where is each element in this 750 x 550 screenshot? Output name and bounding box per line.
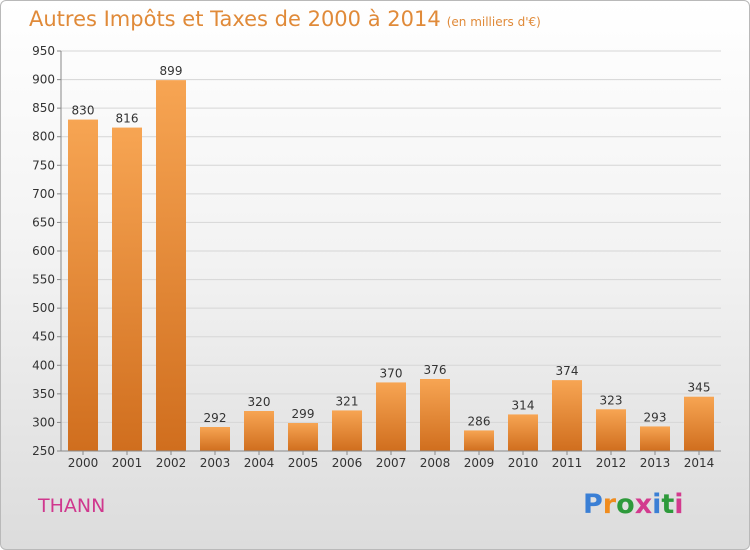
- data-label: 323: [600, 393, 623, 407]
- x-tick-label: 2012: [596, 456, 627, 470]
- bar: [112, 127, 142, 452]
- bar: [640, 426, 670, 451]
- x-tick-label: 2003: [200, 456, 231, 470]
- chart-title: Autres Impôts et Taxes de 2000 à 2014 (en…: [29, 7, 541, 31]
- y-tick-label: 750: [32, 158, 55, 172]
- y-tick-label: 400: [32, 358, 55, 372]
- proxiti-logo: Proxiti: [583, 489, 684, 520]
- bar: [376, 382, 406, 451]
- logo-letter: i: [652, 489, 662, 520]
- logo-letter: t: [661, 489, 675, 520]
- bar: [68, 119, 98, 452]
- x-tick-label: 2005: [288, 456, 319, 470]
- data-label: 292: [204, 411, 227, 425]
- y-tick-label: 700: [32, 187, 55, 201]
- x-tick-label: 2008: [420, 456, 451, 470]
- x-tick-label: 2011: [552, 456, 583, 470]
- y-tick-label: 800: [32, 130, 55, 144]
- bar: [288, 423, 318, 451]
- x-tick-label: 2014: [684, 456, 715, 470]
- data-label: 899: [160, 64, 183, 78]
- x-tick-label: 2009: [464, 456, 495, 470]
- data-label: 320: [248, 395, 271, 409]
- y-tick-label: 450: [32, 330, 55, 344]
- y-tick-label: 650: [32, 215, 55, 229]
- y-tick-label: 850: [32, 101, 55, 115]
- x-tick-label: 2001: [112, 456, 143, 470]
- y-tick-label: 900: [32, 73, 55, 87]
- y-tick-label: 350: [32, 387, 55, 401]
- bar: [596, 409, 626, 451]
- data-label: 374: [556, 364, 579, 378]
- logo-letter: P: [583, 489, 603, 520]
- bar: [508, 414, 538, 451]
- bar: [684, 396, 714, 451]
- unit-label: (en milliers d'€): [446, 15, 541, 29]
- bar: [156, 80, 186, 452]
- city-name: THANN: [38, 495, 106, 517]
- data-label: 816: [116, 112, 139, 126]
- bar: [420, 379, 450, 451]
- bar: [200, 427, 230, 451]
- bar: [464, 430, 494, 451]
- x-tick-label: 2000: [68, 456, 99, 470]
- bar: [332, 410, 362, 451]
- logo-letter: r: [602, 489, 617, 520]
- x-axis: 2000 2001 2002 2003 2004 2005 2006 2007 2008 2009…: [61, 450, 721, 470]
- y-tick-label: 500: [32, 301, 55, 315]
- x-tick-label: 2007: [376, 456, 407, 470]
- y-tick-label: 300: [32, 415, 55, 429]
- y-axis: 250 300 350 400 450 500 550 600 650 700 750 800 850 9…: [32, 44, 62, 458]
- x-tick-label: 2010: [508, 456, 539, 470]
- data-label: 345: [688, 381, 711, 395]
- y-tick-label: 600: [32, 244, 55, 258]
- bar: [552, 380, 582, 451]
- data-label: 293: [644, 410, 667, 424]
- data-label: 376: [424, 363, 447, 377]
- data-label: 370: [380, 366, 403, 380]
- data-label: 321: [336, 394, 359, 408]
- x-tick-label: 2013: [640, 456, 671, 470]
- x-tick-label: 2006: [332, 456, 363, 470]
- y-tick-label: 550: [32, 273, 55, 287]
- x-tick-label: 2002: [156, 456, 187, 470]
- y-tick-label: 250: [32, 444, 55, 458]
- y-tick-label: 950: [32, 44, 55, 58]
- data-label: 299: [292, 407, 315, 421]
- x-tick-label: 2004: [244, 456, 275, 470]
- logo-letter: i: [674, 489, 684, 520]
- data-label: 830: [72, 104, 95, 118]
- data-label: 314: [512, 398, 535, 412]
- logo-letter: x: [634, 489, 653, 520]
- bar: [244, 411, 274, 451]
- logo-letter: o: [616, 489, 635, 520]
- bars: 830 816 899 292 320 299 321 370 376 286 314 374 323 2…: [68, 64, 714, 452]
- title-text: Autres Impôts et Taxes de 2000 à 2014: [29, 7, 441, 31]
- data-label: 286: [468, 414, 491, 428]
